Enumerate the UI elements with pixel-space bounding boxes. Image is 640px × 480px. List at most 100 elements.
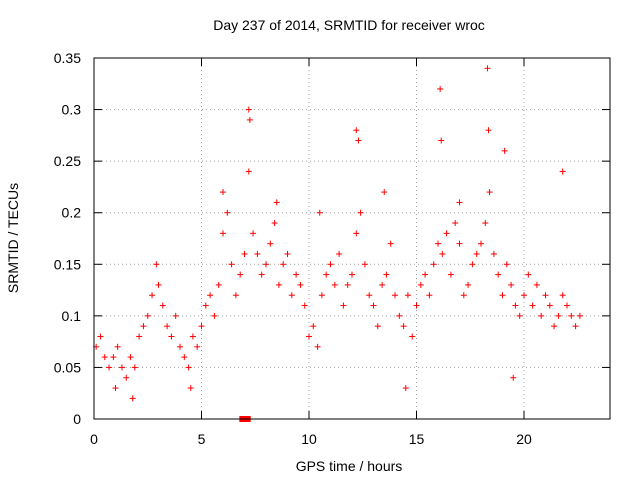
data-point-107 — [551, 323, 558, 330]
data-point-66 — [374, 323, 381, 330]
data-point-59 — [344, 281, 351, 288]
data-point-47 — [293, 271, 300, 278]
data-point-6 — [118, 364, 125, 371]
data-point-116 — [353, 127, 360, 134]
data-point-32 — [228, 261, 235, 268]
data-point-25 — [198, 323, 205, 330]
y-tick-label-6: 0.3 — [62, 102, 82, 118]
y-tick-label-5: 0.25 — [54, 153, 81, 169]
data-point-114 — [245, 106, 252, 113]
data-point-74 — [409, 333, 416, 340]
data-point-20 — [177, 343, 183, 350]
data-point-46 — [288, 292, 295, 299]
data-point-72 — [400, 323, 407, 330]
data-point-124 — [220, 189, 226, 196]
data-point-11 — [140, 323, 147, 330]
grid-lines — [94, 58, 610, 419]
y-tick-label-2: 0.1 — [62, 308, 82, 324]
data-point-97 — [508, 281, 515, 288]
data-point-83 — [447, 271, 454, 278]
data-point-28 — [211, 312, 218, 319]
data-point-13 — [149, 292, 156, 299]
data-point-62 — [357, 209, 364, 216]
data-point-68 — [383, 271, 390, 278]
data-point-2 — [101, 354, 108, 361]
data-point-112 — [572, 323, 579, 330]
y-tick-label-4: 0.2 — [62, 205, 82, 221]
data-point-77 — [422, 271, 429, 278]
data-point-1 — [97, 333, 104, 340]
data-point-41 — [267, 240, 274, 247]
data-point-16 — [159, 302, 166, 309]
data-point-49 — [301, 302, 308, 309]
x-tick-label-4: 20 — [516, 431, 532, 447]
x-tick-label-1: 5 — [198, 431, 206, 447]
data-point-81 — [439, 250, 446, 257]
data-point-115 — [246, 116, 253, 123]
data-point-76 — [417, 281, 424, 288]
data-point-3 — [106, 364, 113, 371]
data-point-79 — [430, 261, 437, 268]
data-point-4 — [110, 354, 117, 361]
data-point-39 — [258, 271, 265, 278]
data-point-70 — [392, 292, 398, 299]
data-point-58 — [340, 302, 347, 309]
data-point-88 — [469, 261, 476, 268]
data-point-64 — [366, 292, 373, 299]
data-point-122 — [501, 147, 508, 154]
data-point-44 — [280, 261, 287, 268]
data-point-94 — [495, 271, 502, 278]
data-point-51 — [310, 323, 317, 330]
y-tick-label-0: 0 — [73, 411, 81, 427]
data-point-5 — [114, 343, 121, 350]
data-point-104 — [538, 312, 545, 319]
y-tick-label-1: 0.05 — [54, 359, 81, 375]
data-point-131 — [187, 385, 194, 392]
data-point-10 — [136, 333, 143, 340]
data-point-126 — [316, 209, 323, 216]
data-point-36 — [245, 168, 252, 175]
data-point-96 — [503, 261, 510, 268]
x-axis: 0 5 10 15 20 — [90, 58, 532, 447]
data-point-37 — [250, 230, 257, 237]
data-point-55 — [327, 261, 334, 268]
x-tick-label-2: 10 — [301, 431, 317, 447]
data-point-23 — [189, 333, 196, 340]
data-point-102 — [529, 302, 536, 309]
data-point-54 — [323, 271, 330, 278]
x-tick-label-0: 0 — [90, 431, 98, 447]
data-point-80 — [435, 240, 441, 247]
data-point-12 — [144, 312, 151, 319]
data-point-120 — [484, 65, 491, 72]
data-point-53 — [318, 292, 325, 299]
data-point-103 — [533, 281, 540, 288]
data-point-100 — [521, 292, 527, 299]
data-point-90 — [478, 240, 484, 247]
data-point-15 — [155, 281, 162, 288]
y-axis: 0 0.05 0.1 0.15 0.2 0.25 0.3 0.35 — [54, 50, 610, 427]
plot-frame — [93, 57, 611, 420]
data-point-113 — [576, 312, 583, 319]
data-point-22 — [185, 364, 192, 371]
data-point-30 — [220, 230, 226, 237]
data-point-61 — [353, 230, 360, 237]
data-point-43 — [275, 281, 282, 288]
data-point-119 — [438, 137, 445, 144]
data-point-52 — [314, 343, 321, 350]
data-point-123 — [559, 168, 566, 175]
data-point-84 — [452, 220, 459, 227]
data-point-85 — [456, 240, 463, 247]
data-point-89 — [473, 250, 480, 257]
data-point-63 — [361, 261, 368, 268]
data-point-108 — [555, 312, 562, 319]
data-point-130 — [129, 395, 136, 402]
data-point-40 — [263, 261, 269, 268]
data-point-75 — [413, 302, 420, 309]
x-axis-label: GPS time / hours — [296, 458, 403, 474]
data-point-132 — [402, 385, 409, 392]
data-point-121 — [485, 127, 492, 134]
data-point-95 — [499, 292, 506, 299]
data-point-73 — [404, 292, 411, 299]
